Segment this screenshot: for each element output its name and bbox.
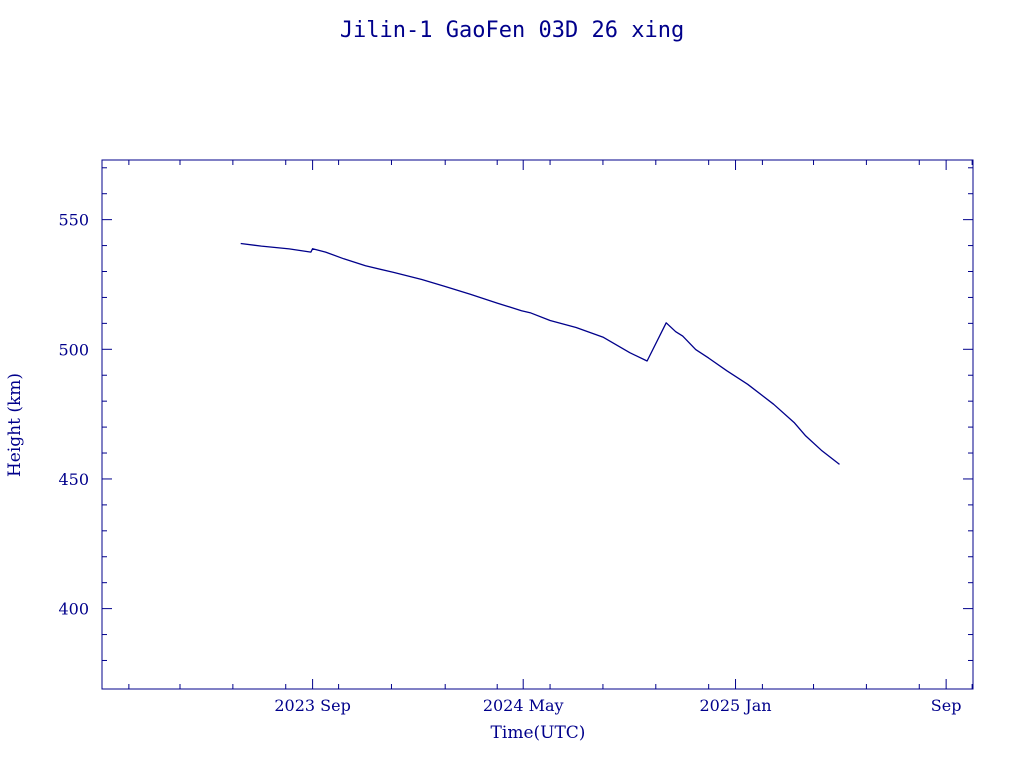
x-tick-label: Sep: [931, 696, 962, 715]
x-tick-label: 2023 Sep: [274, 696, 350, 715]
chart-title: Jilin-1 GaoFen 03D 26 xing: [340, 18, 684, 43]
y-tick-label: 550: [58, 211, 89, 230]
y-axis-ticks: 400 450 500 550: [58, 211, 973, 619]
minor-ticks: [102, 160, 973, 689]
y-tick-label: 400: [58, 600, 89, 619]
x-axis-ticks: 2023 Sep 2024 May 2025 Jan Sep: [274, 160, 961, 715]
series-layer: [240, 242, 840, 465]
y-axis-label: Height (km): [5, 373, 25, 477]
plot-frame: [101, 159, 974, 690]
x-tick-label: 2024 May: [483, 696, 564, 715]
y-tick-label: 450: [58, 470, 89, 489]
x-axis-label: Time(UTC): [491, 723, 586, 743]
y-tick-label: 500: [58, 340, 89, 359]
height-series-line: [240, 242, 840, 465]
x-tick-label: 2025 Jan: [700, 696, 772, 715]
